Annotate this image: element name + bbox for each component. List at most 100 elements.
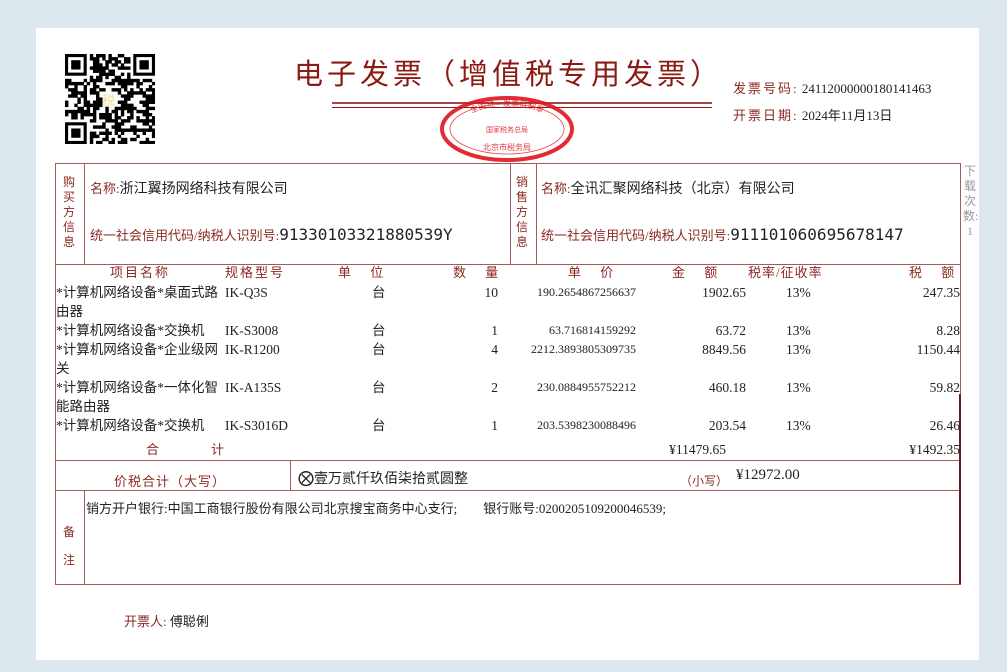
col-tax: 税 额 (909, 265, 963, 280)
buyer-name: 名称:浙江翼扬网络科技有限公司 (90, 178, 288, 198)
invoice-date: 开票日期: 2024年11月13日 (733, 105, 892, 124)
col-unit: 单 位 (338, 265, 392, 280)
item-spec: IK-A135S (225, 380, 282, 395)
divider (536, 164, 537, 264)
buyer-name-label: 名称: (90, 181, 120, 196)
qr-code (65, 54, 155, 144)
circled-x-icon: ⨂ (298, 470, 314, 487)
col-price: 单 价 (568, 265, 622, 280)
svg-text:北京市税务局: 北京市税务局 (483, 142, 531, 152)
item-unit: 台 (372, 380, 386, 395)
total-tax: ¥1492.35 (909, 442, 960, 457)
invoice-title: 电子发票（增值税专用发票） (294, 59, 724, 91)
item-tax: 59.82 (929, 380, 960, 395)
item-name: *计算机网络设备*一体化智能路由器 (56, 380, 218, 414)
col-amount: 金 额 (672, 265, 726, 280)
item-amount: 460.18 (708, 380, 746, 395)
grand-total-label: 价税合计（大写） (114, 474, 227, 489)
item-row: *计算机网络设备*交换机 IK-S3008 台 1 63.716814159292 63.… (56, 321, 960, 340)
item-name: *计算机网络设备*交换机 (56, 323, 205, 338)
item-spec: IK-S3008 (225, 323, 279, 338)
item-tax: 247.35 (922, 285, 960, 300)
issuer: 开票人: 傅聪俐 (124, 611, 209, 630)
issuer-label: 开票人: (124, 614, 167, 629)
divider (510, 164, 511, 264)
divider (84, 164, 85, 264)
buyer-taxid-value: 91330103321880539Y (279, 225, 453, 244)
title-underline (332, 102, 712, 104)
invoice-number: 发票号码: 24112000000180141463 (733, 78, 931, 97)
item-price: 190.2654867256637 (537, 285, 636, 299)
item-name: *计算机网络设备*企业级网关 (56, 342, 218, 376)
item-price: 63.716814159292 (549, 323, 636, 337)
item-amount: 1902.65 (702, 285, 746, 300)
item-qty: 1 (491, 323, 498, 338)
invoice-date-value: 2024年11月13日 (801, 108, 893, 123)
small-label: （小写） (680, 474, 729, 488)
seller-taxid: 统一社会信用代码/纳税人识别号:911101060695678147 (541, 225, 904, 245)
item-qty: 4 (491, 342, 498, 357)
item-unit: 台 (372, 342, 386, 357)
item-unit: 台 (372, 418, 386, 433)
buyer-section-label: 购买方信息 (62, 175, 75, 249)
item-unit: 台 (372, 285, 386, 300)
item-tax: 8.28 (936, 323, 960, 338)
col-spec: 规格型号 (225, 265, 286, 280)
item-qty: 2 (491, 380, 498, 395)
issuer-name: 傅聪俐 (169, 614, 209, 629)
divider (56, 264, 960, 265)
col-qty: 数 量 (453, 265, 507, 280)
invoice-date-label: 开票日期: (733, 108, 799, 123)
buyer-taxid-label: 统一社会信用代码/纳税人识别号: (90, 228, 280, 243)
seller-taxid-value: 911101060695678147 (730, 225, 904, 244)
item-row: *计算机网络设备*一体化智能路由器 IK-A135S 台 2 230.088495575… (56, 378, 960, 416)
svg-text:国家税务总局: 国家税务总局 (486, 125, 528, 134)
buyer-taxid: 统一社会信用代码/纳税人识别号:91330103321880539Y (90, 225, 453, 245)
grand-total-words-value: 壹万贰仟玖佰柒拾贰圆整 (314, 472, 468, 487)
total-amount: ¥11479.65 (669, 442, 726, 457)
col-name: 项目名称 (110, 265, 171, 280)
qr-center-text: 税 (102, 93, 116, 108)
item-list: *计算机网络设备*桌面式路由器 IK-Q3S 台 10 190.265486725663… (56, 283, 960, 435)
divider (56, 460, 960, 461)
divider (84, 490, 85, 584)
item-row: *计算机网络设备*交换机 IK-S3016D 台 1 203.5398230088496… (56, 416, 960, 435)
tax-stamp: 全国统一发票监制章 国家税务总局 北京市税务局 (440, 96, 574, 162)
invoice-table (55, 163, 961, 585)
item-name: *计算机网络设备*交换机 (56, 418, 205, 433)
item-rate: 13% (786, 323, 811, 338)
buyer-name-value: 浙江翼扬网络科技有限公司 (119, 182, 288, 197)
invoice-number-value: 24112000000180141463 (801, 81, 932, 96)
item-row: *计算机网络设备*企业级网关 IK-R1200 台 4 2212.38938053097… (56, 340, 960, 378)
item-qty: 10 (484, 285, 499, 300)
seller-name-value: 全讯汇聚网络科技（北京）有限公司 (570, 182, 795, 197)
item-unit: 台 (372, 323, 386, 338)
seller-section-label: 销售方信息 (515, 175, 528, 249)
total-label: 合 计 (146, 442, 225, 457)
title-underline (332, 107, 712, 108)
seller-name-label: 名称: (541, 181, 571, 196)
item-amount: 63.72 (715, 323, 746, 338)
col-rate: 税率/征收率 (748, 265, 823, 280)
item-qty: 1 (491, 418, 498, 433)
invoice-number-label: 发票号码: (733, 81, 799, 96)
item-rate: 13% (786, 418, 811, 433)
divider (56, 490, 960, 491)
item-name: *计算机网络设备*桌面式路由器 (56, 285, 218, 319)
grand-total-words: ⨂壹万贰仟玖佰柒拾贰圆整 (298, 468, 468, 488)
item-rate: 13% (786, 380, 811, 395)
divider (959, 394, 961, 584)
item-spec: IK-S3016D (225, 418, 288, 433)
item-price: 2212.3893805309735 (531, 342, 636, 356)
remarks-label: 备注 (62, 525, 75, 567)
item-price: 230.0884955752212 (537, 380, 636, 394)
remarks-text: 销方开户银行:中国工商银行股份有限公司北京搜宝商务中心支行; 银行账号:0200… (86, 501, 666, 516)
seller-taxid-label: 统一社会信用代码/纳税人识别号: (541, 228, 731, 243)
seller-name: 名称:全讯汇聚网络科技（北京）有限公司 (541, 178, 795, 198)
item-amount: 8849.56 (702, 342, 746, 357)
item-spec: IK-R1200 (225, 342, 280, 357)
item-price: 203.5398230088496 (537, 418, 636, 432)
item-tax: 26.46 (929, 418, 960, 433)
item-row: *计算机网络设备*桌面式路由器 IK-Q3S 台 10 190.265486725663… (56, 283, 960, 321)
item-tax: 1150.44 (916, 342, 960, 357)
